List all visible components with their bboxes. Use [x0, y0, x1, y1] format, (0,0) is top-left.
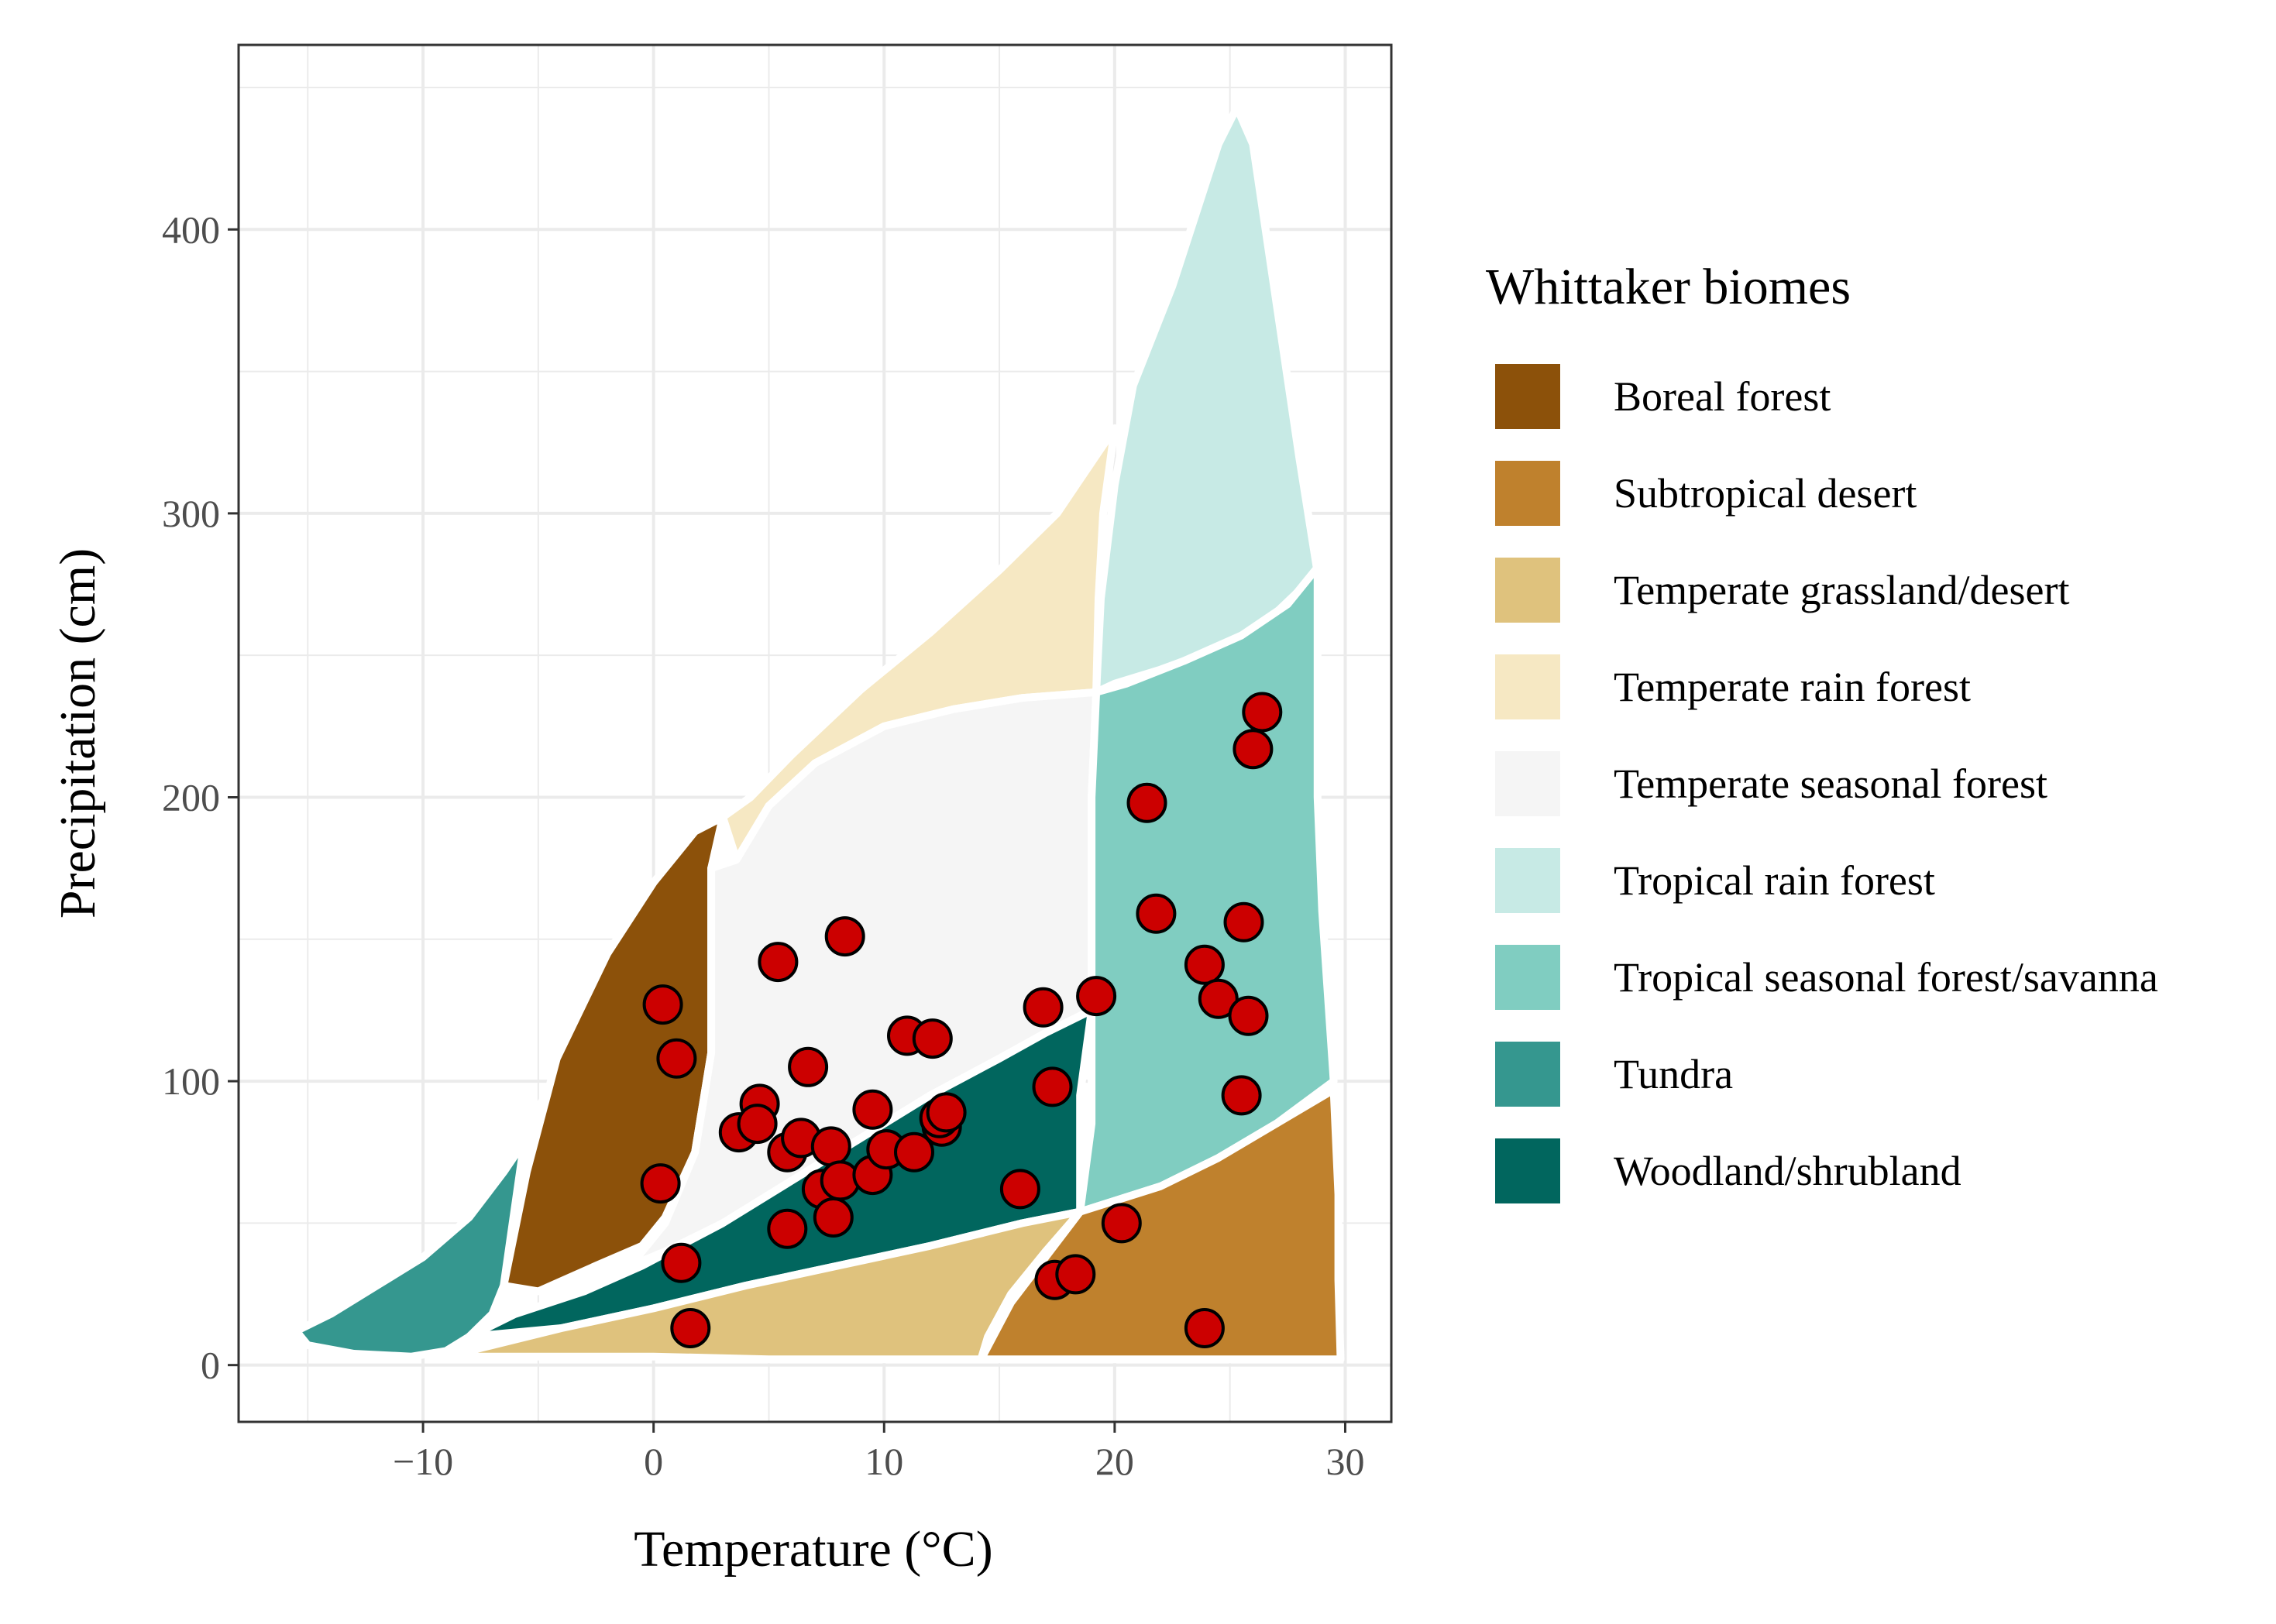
data-point — [1184, 1308, 1225, 1348]
data-point — [767, 1208, 808, 1249]
data-point — [661, 1242, 702, 1283]
y-tick-label: 400 — [162, 208, 220, 251]
data-point — [1126, 782, 1167, 823]
data-point — [656, 1038, 697, 1079]
data-point — [1184, 944, 1225, 985]
data-point — [1032, 1066, 1073, 1107]
x-tick-label: 20 — [1095, 1440, 1134, 1483]
legend-label: Tropical seasonal forest/savanna — [1614, 954, 2158, 1001]
x-tick-label: −10 — [393, 1440, 453, 1483]
data-point — [999, 1169, 1040, 1210]
data-point — [1198, 978, 1239, 1019]
legend-title: Whittaker biomes — [1486, 259, 1851, 315]
data-point — [1221, 1075, 1262, 1116]
x-tick-label: 10 — [865, 1440, 903, 1483]
data-points — [640, 692, 1283, 1348]
legend-label: Temperate grassland/desert — [1614, 567, 2069, 613]
legend-label: Boreal forest — [1614, 373, 1831, 420]
legend-swatch — [1490, 1037, 1565, 1111]
legend-swatch — [1490, 456, 1565, 530]
data-point — [640, 1163, 681, 1204]
legend-label: Subtropical desert — [1614, 470, 1917, 517]
legend-swatch — [1490, 553, 1565, 627]
legend-label: Woodland/shrubland — [1614, 1148, 1961, 1194]
data-point — [1136, 893, 1177, 934]
data-point — [912, 1018, 953, 1059]
data-point — [737, 1104, 778, 1145]
legend-swatch — [1490, 359, 1565, 434]
legend-swatch — [1490, 1134, 1565, 1208]
x-axis-title: Temperature (°C) — [634, 1521, 992, 1578]
data-point — [1076, 976, 1117, 1017]
biome-tundra — [292, 1086, 554, 1361]
legend-swatch — [1490, 843, 1565, 918]
data-point — [852, 1089, 893, 1130]
data-point — [813, 1197, 854, 1238]
legend-swatch — [1490, 650, 1565, 724]
data-point — [1055, 1254, 1096, 1295]
data-point — [926, 1092, 967, 1133]
legend-label: Tundra — [1614, 1051, 1733, 1097]
data-point — [894, 1131, 934, 1173]
legend-label: Tropical rain forest — [1614, 857, 1935, 904]
x-tick-label: 0 — [644, 1440, 663, 1483]
y-tick-label: 0 — [201, 1344, 220, 1387]
data-point — [758, 942, 799, 983]
y-tick-label: 200 — [162, 775, 220, 819]
data-point — [810, 1126, 851, 1167]
legend-label: Temperate seasonal forest — [1614, 760, 2047, 807]
data-point — [670, 1308, 711, 1348]
legend-swatch — [1490, 940, 1565, 1015]
y-tick-label: 100 — [162, 1059, 220, 1103]
data-point — [1242, 692, 1283, 733]
data-point — [1233, 729, 1274, 770]
data-point — [642, 984, 683, 1025]
data-point — [788, 1046, 829, 1087]
y-tick-label: 300 — [162, 492, 220, 535]
legend-label: Temperate rain forest — [1614, 664, 1971, 710]
y-axis-title: Precipitation (cm) — [50, 548, 106, 918]
legend: Boreal forest Subtropical desert Temperate… — [1489, 358, 2158, 1210]
data-point — [1223, 901, 1264, 942]
data-point — [824, 916, 865, 957]
data-point — [1101, 1203, 1142, 1244]
data-point — [1023, 987, 1064, 1028]
legend-swatch — [1490, 747, 1565, 821]
data-point — [1228, 995, 1269, 1036]
x-tick-label: 30 — [1325, 1440, 1364, 1483]
panel-border — [237, 43, 1393, 1423]
